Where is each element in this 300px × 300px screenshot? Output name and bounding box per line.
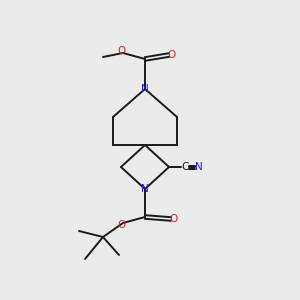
Text: N: N <box>141 184 149 194</box>
Text: N: N <box>195 162 203 172</box>
Text: N: N <box>141 84 149 94</box>
Text: O: O <box>168 50 176 60</box>
Text: O: O <box>117 46 125 56</box>
Text: O: O <box>117 220 125 230</box>
Text: C: C <box>181 162 189 172</box>
Text: O: O <box>170 214 178 224</box>
